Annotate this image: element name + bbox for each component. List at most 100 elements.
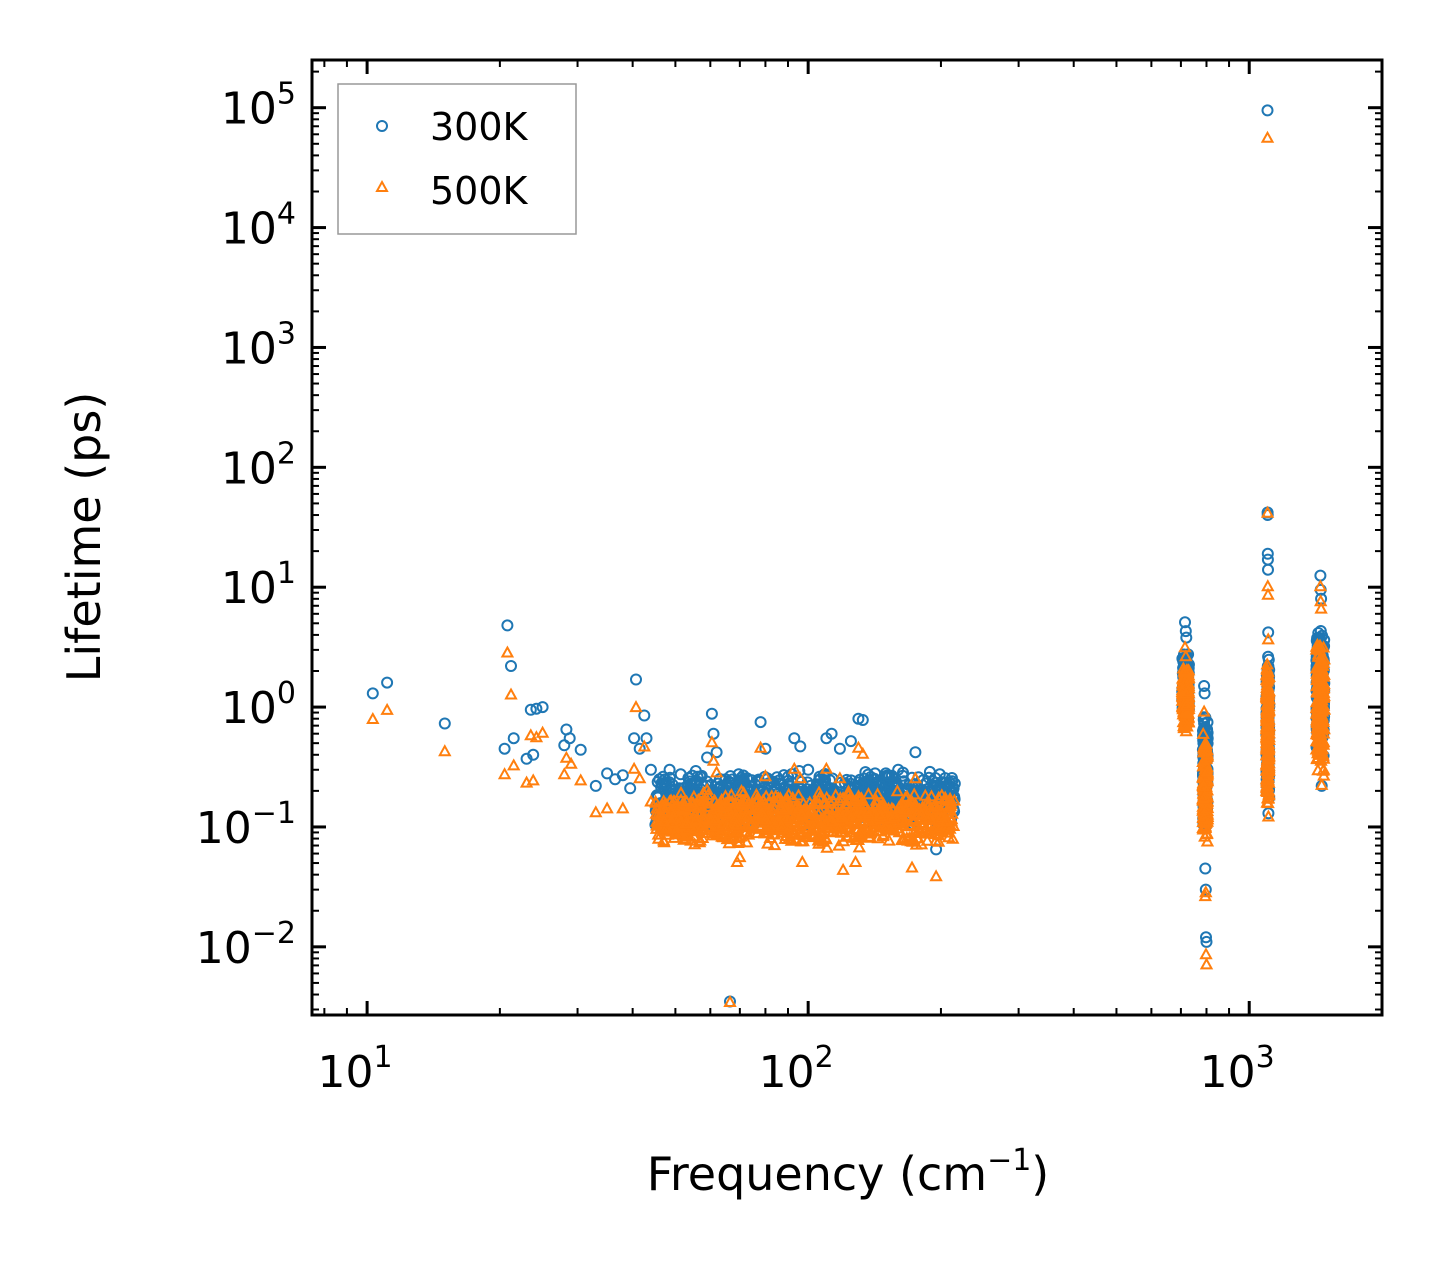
- point-300K: [936, 784, 948, 797]
- point-500K: [920, 826, 935, 839]
- point-500K: [680, 794, 694, 807]
- point-500K: [890, 784, 905, 797]
- point-500K: [795, 854, 809, 867]
- y-axis-label: Lifetime (ps): [57, 392, 111, 683]
- point-500K: [806, 797, 821, 810]
- point-300K: [691, 770, 704, 783]
- point-500K: [851, 740, 866, 753]
- point-300K: [1180, 631, 1193, 644]
- point-500K: [787, 816, 802, 829]
- point-500K: [899, 802, 913, 815]
- point-300K: [601, 767, 614, 780]
- point-500K: [701, 799, 715, 812]
- point-300K: [732, 768, 745, 781]
- point-300K: [1201, 716, 1214, 729]
- point-500K: [793, 771, 807, 784]
- point-300K: [813, 770, 826, 783]
- legend-box: [337, 83, 577, 235]
- point-500K: [657, 833, 671, 846]
- point-500K: [675, 801, 690, 814]
- point-500K: [781, 831, 796, 844]
- major-ticks: [312, 60, 1382, 1015]
- point-500K: [741, 827, 756, 840]
- point-500K: [905, 860, 919, 873]
- point-500K: [795, 807, 809, 820]
- point-500K: [771, 813, 786, 826]
- point-500K: [700, 782, 714, 795]
- point-500K: [756, 793, 770, 806]
- point-500K: [753, 818, 768, 831]
- point-300K: [753, 775, 766, 788]
- point-500K: [780, 825, 794, 838]
- point-300K: [624, 782, 637, 795]
- point-500K: [836, 862, 850, 875]
- point-500K: [1197, 704, 1211, 717]
- point-500K: [825, 814, 839, 827]
- point-500K: [1261, 705, 1275, 718]
- point-500K: [559, 750, 574, 763]
- point-300K: [707, 727, 720, 740]
- point-500K: [728, 807, 743, 820]
- point-500K: [1261, 632, 1275, 645]
- point-500K: [733, 834, 747, 847]
- point-500K: [1176, 672, 1190, 685]
- point-300K: [536, 701, 549, 714]
- point-500K: [852, 840, 866, 853]
- point-500K: [819, 761, 834, 774]
- point-500K: [848, 854, 863, 867]
- point-500K: [1181, 684, 1196, 697]
- point-500K: [1315, 656, 1329, 669]
- point-500K: [918, 788, 932, 801]
- point-500K: [908, 771, 923, 784]
- point-500K: [709, 765, 724, 778]
- point-500K: [1312, 746, 1326, 759]
- point-500K: [761, 836, 775, 849]
- point-500K: [828, 803, 842, 816]
- point-500K: [891, 821, 906, 834]
- point-300K: [844, 777, 857, 790]
- point-500K: [939, 814, 953, 827]
- point-500K: [722, 792, 736, 805]
- point-500K: [883, 811, 898, 824]
- point-500K: [557, 767, 571, 780]
- point-300K: [628, 732, 641, 745]
- point-500K: [812, 836, 826, 849]
- point-500K: [1200, 801, 1215, 814]
- point-500K: [767, 802, 782, 815]
- point-500K: [662, 794, 677, 807]
- point-500K: [650, 801, 664, 814]
- point-500K: [733, 850, 747, 863]
- point-300K: [705, 707, 718, 720]
- point-500K: [657, 814, 671, 827]
- point-300K: [857, 778, 870, 791]
- series-300K: [366, 104, 1331, 1008]
- point-500K: [804, 810, 818, 823]
- y-tick-label: 102: [221, 436, 296, 494]
- point-300K: [1198, 687, 1211, 700]
- point-300K: [810, 778, 823, 791]
- point-500K: [438, 744, 452, 757]
- point-500K: [815, 815, 829, 828]
- point-500K: [1314, 601, 1328, 614]
- point-300K: [663, 763, 676, 776]
- point-500K: [651, 827, 665, 840]
- plot-frame: [310, 58, 1384, 1017]
- point-500K: [1260, 721, 1274, 734]
- point-300K: [1200, 931, 1212, 944]
- point-500K: [801, 819, 816, 832]
- y-tick-label: 104: [221, 197, 296, 255]
- point-500K: [1197, 811, 1211, 824]
- point-500K: [1198, 790, 1212, 803]
- point-500K: [847, 817, 861, 830]
- point-500K: [664, 804, 678, 817]
- point-500K: [564, 756, 578, 769]
- point-500K: [688, 837, 702, 850]
- point-500K: [737, 824, 751, 837]
- point-500K: [1260, 730, 1274, 743]
- point-500K: [1198, 737, 1212, 750]
- point-500K: [873, 809, 888, 822]
- point-500K: [1199, 947, 1213, 960]
- point-500K: [1311, 647, 1326, 660]
- y-tick-label: 101: [221, 556, 296, 614]
- point-300K: [505, 660, 517, 672]
